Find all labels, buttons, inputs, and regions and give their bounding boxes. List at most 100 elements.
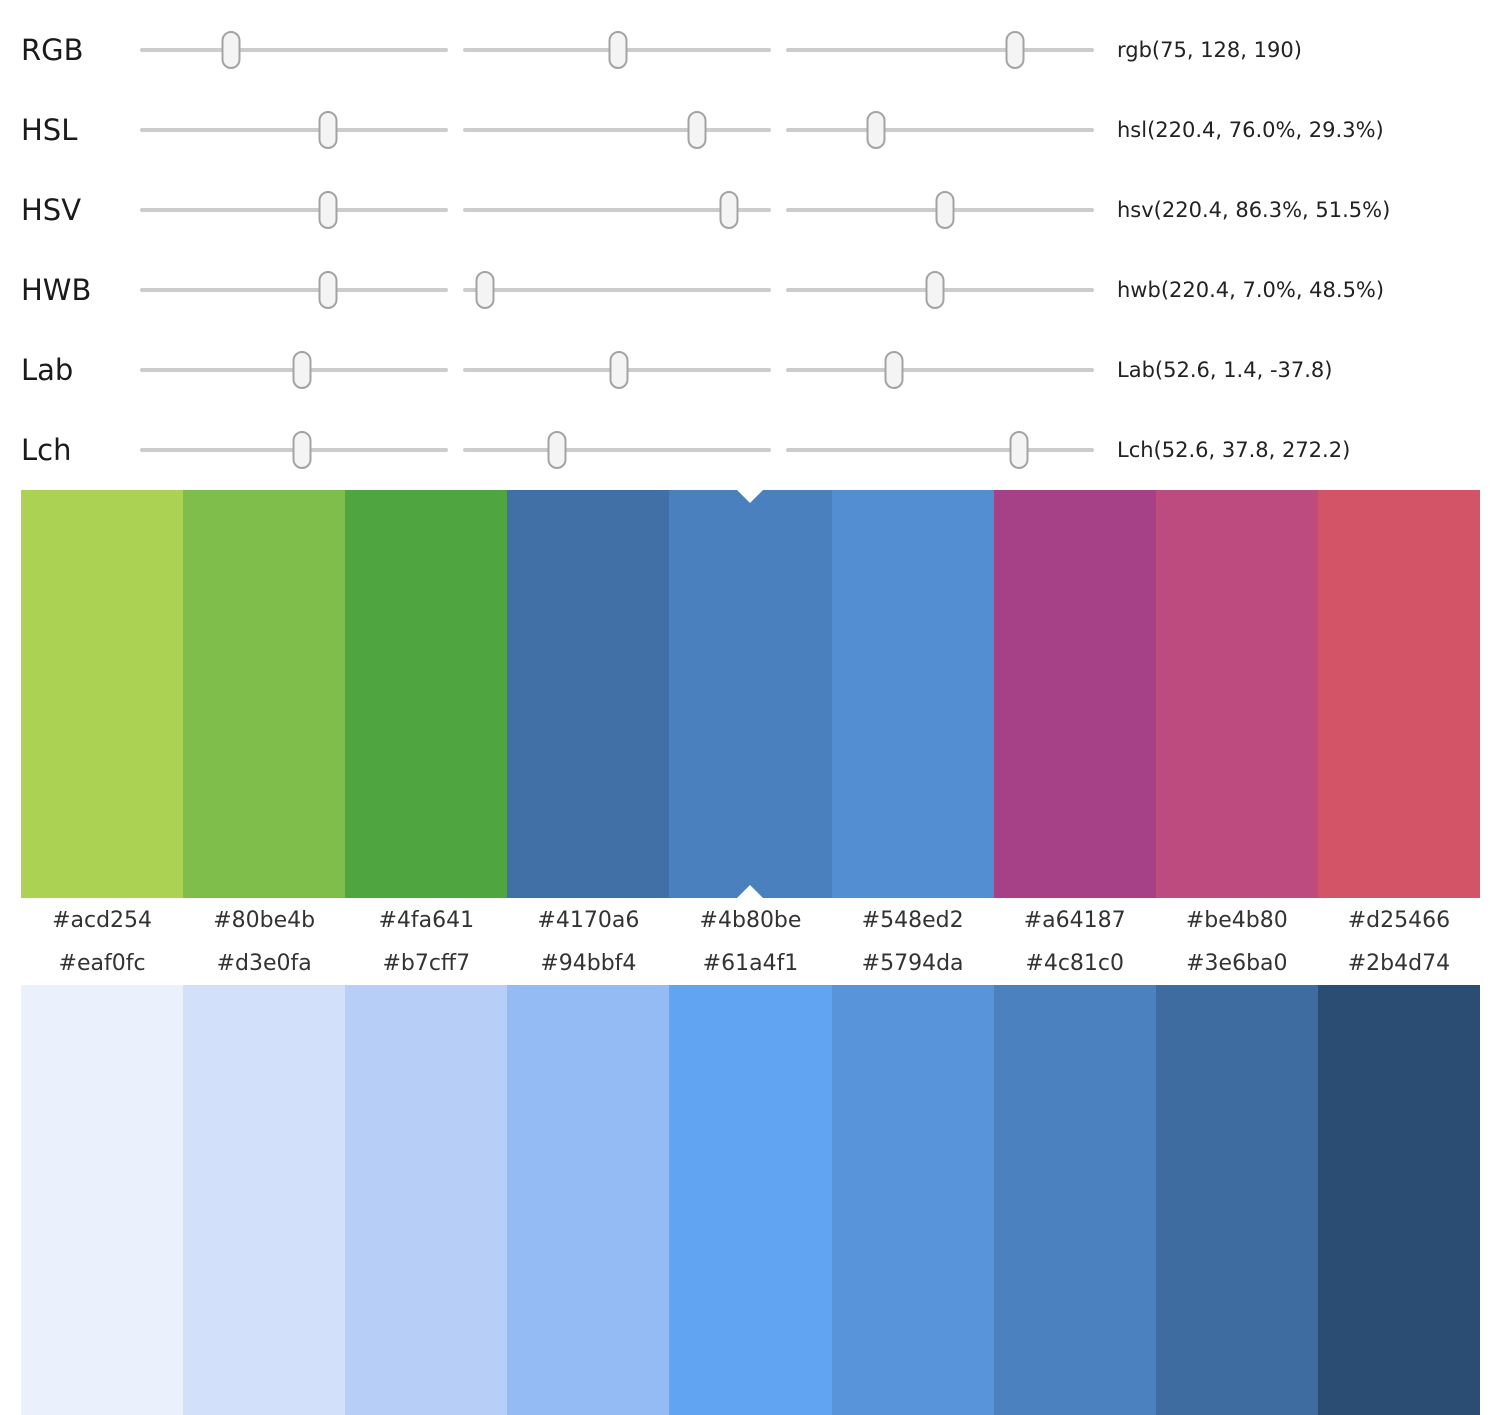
lch-slider-2[interactable] [463, 427, 771, 473]
swatch-hex-label: #acd254 [52, 908, 153, 933]
slider-handle[interactable] [318, 271, 338, 309]
rgb-slider-1[interactable] [140, 27, 448, 73]
slider-row-hsv: HSV hsv(220.4, 86.3%, 51.5%) [21, 170, 1501, 250]
palette-swatch[interactable] [183, 985, 346, 1415]
slider-row-rgb: RGB rgb(75, 128, 190) [21, 10, 1501, 90]
slider-handle[interactable] [687, 111, 707, 149]
slider-track [463, 448, 771, 452]
slider-track [463, 208, 771, 212]
colorspace-label-rgb: RGB [21, 33, 84, 67]
slider-handle[interactable] [608, 31, 628, 69]
lch-slider-3[interactable] [786, 427, 1094, 473]
slider-track [786, 48, 1094, 52]
swatch-hex-label: #548ed2 [861, 908, 964, 933]
palette-swatch[interactable] [21, 490, 184, 898]
slider-track [140, 208, 448, 212]
colorspace-label-lab: Lab [21, 353, 74, 387]
palette-swatch[interactable] [345, 985, 508, 1415]
swatch-hex-label: #a64187 [1023, 908, 1126, 933]
swatch-hex-label: #4170a6 [537, 908, 640, 933]
slider-handle[interactable] [292, 431, 312, 469]
slider-row-hwb: HWB hwb(220.4, 7.0%, 48.5%) [21, 250, 1501, 330]
slider-handle[interactable] [292, 351, 312, 389]
rgb-slider-3[interactable] [786, 27, 1094, 73]
swatch-hex-label: #b7cff7 [382, 951, 471, 976]
slider-handle[interactable] [1005, 31, 1025, 69]
swatch-hex-label: #eaf0fc [58, 951, 146, 976]
swatch-hex-label: #3e6ba0 [1186, 951, 1288, 976]
palette-swatch[interactable] [21, 985, 184, 1415]
palette-swatch[interactable] [507, 985, 670, 1415]
lch-slider-1[interactable] [140, 427, 448, 473]
colorspace-label-hwb: HWB [21, 273, 92, 307]
swatch-hex-label: #d3e0fa [216, 951, 312, 976]
slider-track [786, 128, 1094, 132]
color-value-lab: Lab(52.6, 1.4, -37.8) [1117, 358, 1333, 382]
swatch-hex-label: #d25466 [1347, 908, 1451, 933]
hsl-slider-3[interactable] [786, 107, 1094, 153]
palette-swatch[interactable] [183, 490, 346, 898]
palette-swatch[interactable] [1155, 490, 1318, 898]
slider-handle[interactable] [547, 431, 567, 469]
shade-strip [21, 985, 1480, 1415]
palette-swatch[interactable] [669, 490, 832, 898]
hwb-slider-3[interactable] [786, 267, 1094, 313]
slider-handle[interactable] [318, 111, 338, 149]
slider-handle[interactable] [221, 31, 241, 69]
hwb-slider-1[interactable] [140, 267, 448, 313]
slider-row-lab: Lab Lab(52.6, 1.4, -37.8) [21, 330, 1501, 410]
slider-panel: RGB rgb(75, 128, 190) HSL hsl(220.4, 76.0%,… [0, 0, 1501, 490]
color-value-hsl: hsl(220.4, 76.0%, 29.3%) [1117, 118, 1384, 142]
lab-slider-3[interactable] [786, 347, 1094, 393]
palette-swatch[interactable] [993, 985, 1156, 1415]
swatch-hex-label: #94bbf4 [540, 951, 637, 976]
slider-handle[interactable] [884, 351, 904, 389]
rgb-slider-2[interactable] [463, 27, 771, 73]
color-value-lch: Lch(52.6, 37.8, 272.2) [1117, 438, 1351, 462]
slider-handle[interactable] [318, 191, 338, 229]
swatch-hex-label: #be4b80 [1185, 908, 1288, 933]
color-value-hwb: hwb(220.4, 7.0%, 48.5%) [1117, 278, 1385, 302]
swatch-hex-label: #4fa641 [378, 908, 475, 933]
slider-handle[interactable] [719, 191, 739, 229]
colorspace-label-hsl: HSL [21, 113, 78, 147]
slider-handle[interactable] [609, 351, 629, 389]
hsv-slider-2[interactable] [463, 187, 771, 233]
shade-hex-labels: #eaf0fc #d3e0fa #b7cff7 #94bbf4 #61a4f1 #5794… [21, 947, 1480, 985]
palette-swatch[interactable] [1155, 985, 1318, 1415]
palette-swatch[interactable] [1317, 985, 1480, 1415]
hue-hex-labels: #acd254 #80be4b #4fa641 #4170a6 #4b80be #548e… [21, 898, 1480, 947]
slider-track [463, 288, 771, 292]
palette-swatch[interactable] [993, 490, 1156, 898]
slider-track [463, 128, 771, 132]
color-value-rgb: rgb(75, 128, 190) [1117, 38, 1302, 62]
slider-track [140, 48, 448, 52]
hsv-slider-3[interactable] [786, 187, 1094, 233]
swatch-hex-label: #2b4d74 [1347, 951, 1451, 976]
slider-track [786, 368, 1094, 372]
palette-swatch[interactable] [831, 985, 994, 1415]
slider-row-lch: Lch Lch(52.6, 37.8, 272.2) [21, 410, 1501, 490]
slider-handle[interactable] [866, 111, 886, 149]
slider-handle[interactable] [1009, 431, 1029, 469]
hwb-slider-2[interactable] [463, 267, 771, 313]
slider-handle[interactable] [925, 271, 945, 309]
slider-track [140, 128, 448, 132]
palette-swatch[interactable] [507, 490, 670, 898]
palette-swatch[interactable] [831, 490, 994, 898]
palette-swatch[interactable] [345, 490, 508, 898]
hsl-slider-2[interactable] [463, 107, 771, 153]
hsv-slider-1[interactable] [140, 187, 448, 233]
lab-slider-1[interactable] [140, 347, 448, 393]
colorspace-label-hsv: HSV [21, 193, 82, 227]
slider-track [140, 288, 448, 292]
lab-slider-2[interactable] [463, 347, 771, 393]
hsl-slider-1[interactable] [140, 107, 448, 153]
hue-strip [21, 490, 1480, 898]
swatch-hex-label: #5794da [861, 951, 964, 976]
palette-swatch[interactable] [1317, 490, 1480, 898]
slider-handle[interactable] [935, 191, 955, 229]
hue-palette: #acd254 #80be4b #4fa641 #4170a6 #4b80be #548e… [0, 490, 1501, 947]
slider-handle[interactable] [475, 271, 495, 309]
palette-swatch[interactable] [669, 985, 832, 1415]
